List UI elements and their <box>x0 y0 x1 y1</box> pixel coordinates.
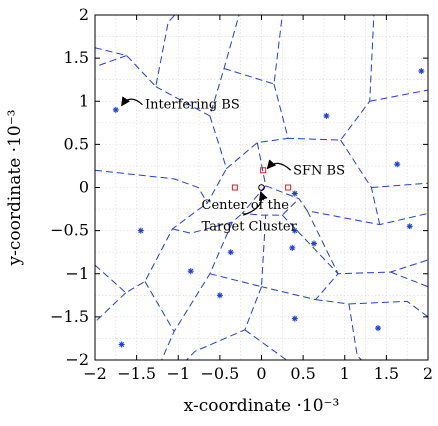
base-station-marker <box>291 190 298 197</box>
base-station-marker <box>375 325 382 332</box>
base-station-marker <box>323 112 330 119</box>
y-tick-label: −1 <box>65 264 89 283</box>
cluster-center-marker <box>258 184 265 191</box>
cell-edge <box>261 214 339 301</box>
base-station-marker <box>291 227 298 234</box>
y-tick-label: −0.5 <box>50 221 89 240</box>
base-station-marker <box>394 161 401 168</box>
cell-edge <box>94 168 227 205</box>
base-station-marker <box>216 292 223 299</box>
voronoi-cell-edges <box>94 14 429 361</box>
x-tick-label: 0 <box>256 364 266 383</box>
sfn-bs-marker <box>260 167 267 174</box>
annotation-arrow <box>242 190 268 216</box>
cell-edge <box>256 142 429 226</box>
x-tick-label: 1.5 <box>374 364 399 383</box>
cell-edge <box>94 202 208 294</box>
base-station-marker <box>289 244 296 251</box>
annotation-label: SFN BS <box>293 163 345 178</box>
cell-edge <box>315 299 362 361</box>
cell-edge <box>186 286 262 361</box>
base-station-marker <box>291 315 298 322</box>
x-tick-label: −1 <box>166 364 190 383</box>
grid <box>94 14 429 361</box>
cell-edge <box>172 212 243 234</box>
x-tick-label: 2 <box>423 364 433 383</box>
x-axis-label: x-coordinate ·10⁻³ <box>184 396 340 416</box>
y-tick-label: 0.5 <box>64 134 89 153</box>
base-station-marker <box>406 223 413 230</box>
annotations: Interfering BS SFN BS Center of the Target … <box>121 96 345 234</box>
annotation-arrow <box>121 96 143 107</box>
axis-ticks: −2 −1.5 −1 −0.5 0 0.5 1 1.5 2 −2 −1.5 −1 −0.5 0 0.5 1 1.… <box>50 5 433 383</box>
annotation-arrow <box>266 159 292 171</box>
x-tick-label: 1 <box>340 364 350 383</box>
cell-edge <box>94 14 176 88</box>
x-tick-label: 0.5 <box>290 364 315 383</box>
y-tick-label: −1.5 <box>50 307 89 326</box>
base-station-marker <box>227 249 234 256</box>
cell-edge <box>223 14 283 85</box>
x-tick-label: −1.5 <box>117 364 156 383</box>
cell-edge <box>94 292 127 323</box>
y-tick-label: 0 <box>79 178 89 197</box>
cell-edge <box>94 55 127 68</box>
cell-edge <box>369 89 429 102</box>
sfn-bs-marker <box>231 184 238 191</box>
annotation-label: Interfering BS <box>145 98 240 113</box>
cell-edge <box>340 139 381 225</box>
annotation-label: Target Cluster <box>202 219 298 234</box>
cell-edge <box>209 215 267 288</box>
base-station-marker <box>118 341 125 348</box>
data-points <box>112 68 425 348</box>
cell-edge <box>144 281 175 332</box>
base-station-marker <box>112 106 119 113</box>
base-station-marker <box>310 240 317 247</box>
cell-edge <box>161 221 233 361</box>
cell-edge <box>306 210 429 275</box>
base-station-marker <box>137 227 144 234</box>
annotation-label: Center of the <box>202 198 290 213</box>
x-tick-label: −2 <box>83 364 107 383</box>
cell-edge <box>244 329 287 361</box>
y-tick-label: −2 <box>65 350 89 369</box>
y-axis-label: y-coordinate ·10⁻³ <box>5 110 25 267</box>
cell-edge <box>390 271 429 288</box>
cell-edge <box>348 300 429 318</box>
cell-edge <box>155 14 240 117</box>
base-station-marker <box>187 268 194 275</box>
y-tick-label: 1 <box>79 91 89 110</box>
x-tick-label: −0.5 <box>200 364 239 383</box>
cell-edge <box>371 182 429 188</box>
base-station-marker <box>418 68 425 75</box>
y-tick-label: 2 <box>79 5 89 24</box>
sfn-bs-marker <box>285 184 292 191</box>
cell-edge <box>273 14 375 141</box>
y-tick-label: 1.5 <box>64 48 89 67</box>
cell-edge <box>241 185 300 216</box>
cell-edge <box>209 115 289 170</box>
